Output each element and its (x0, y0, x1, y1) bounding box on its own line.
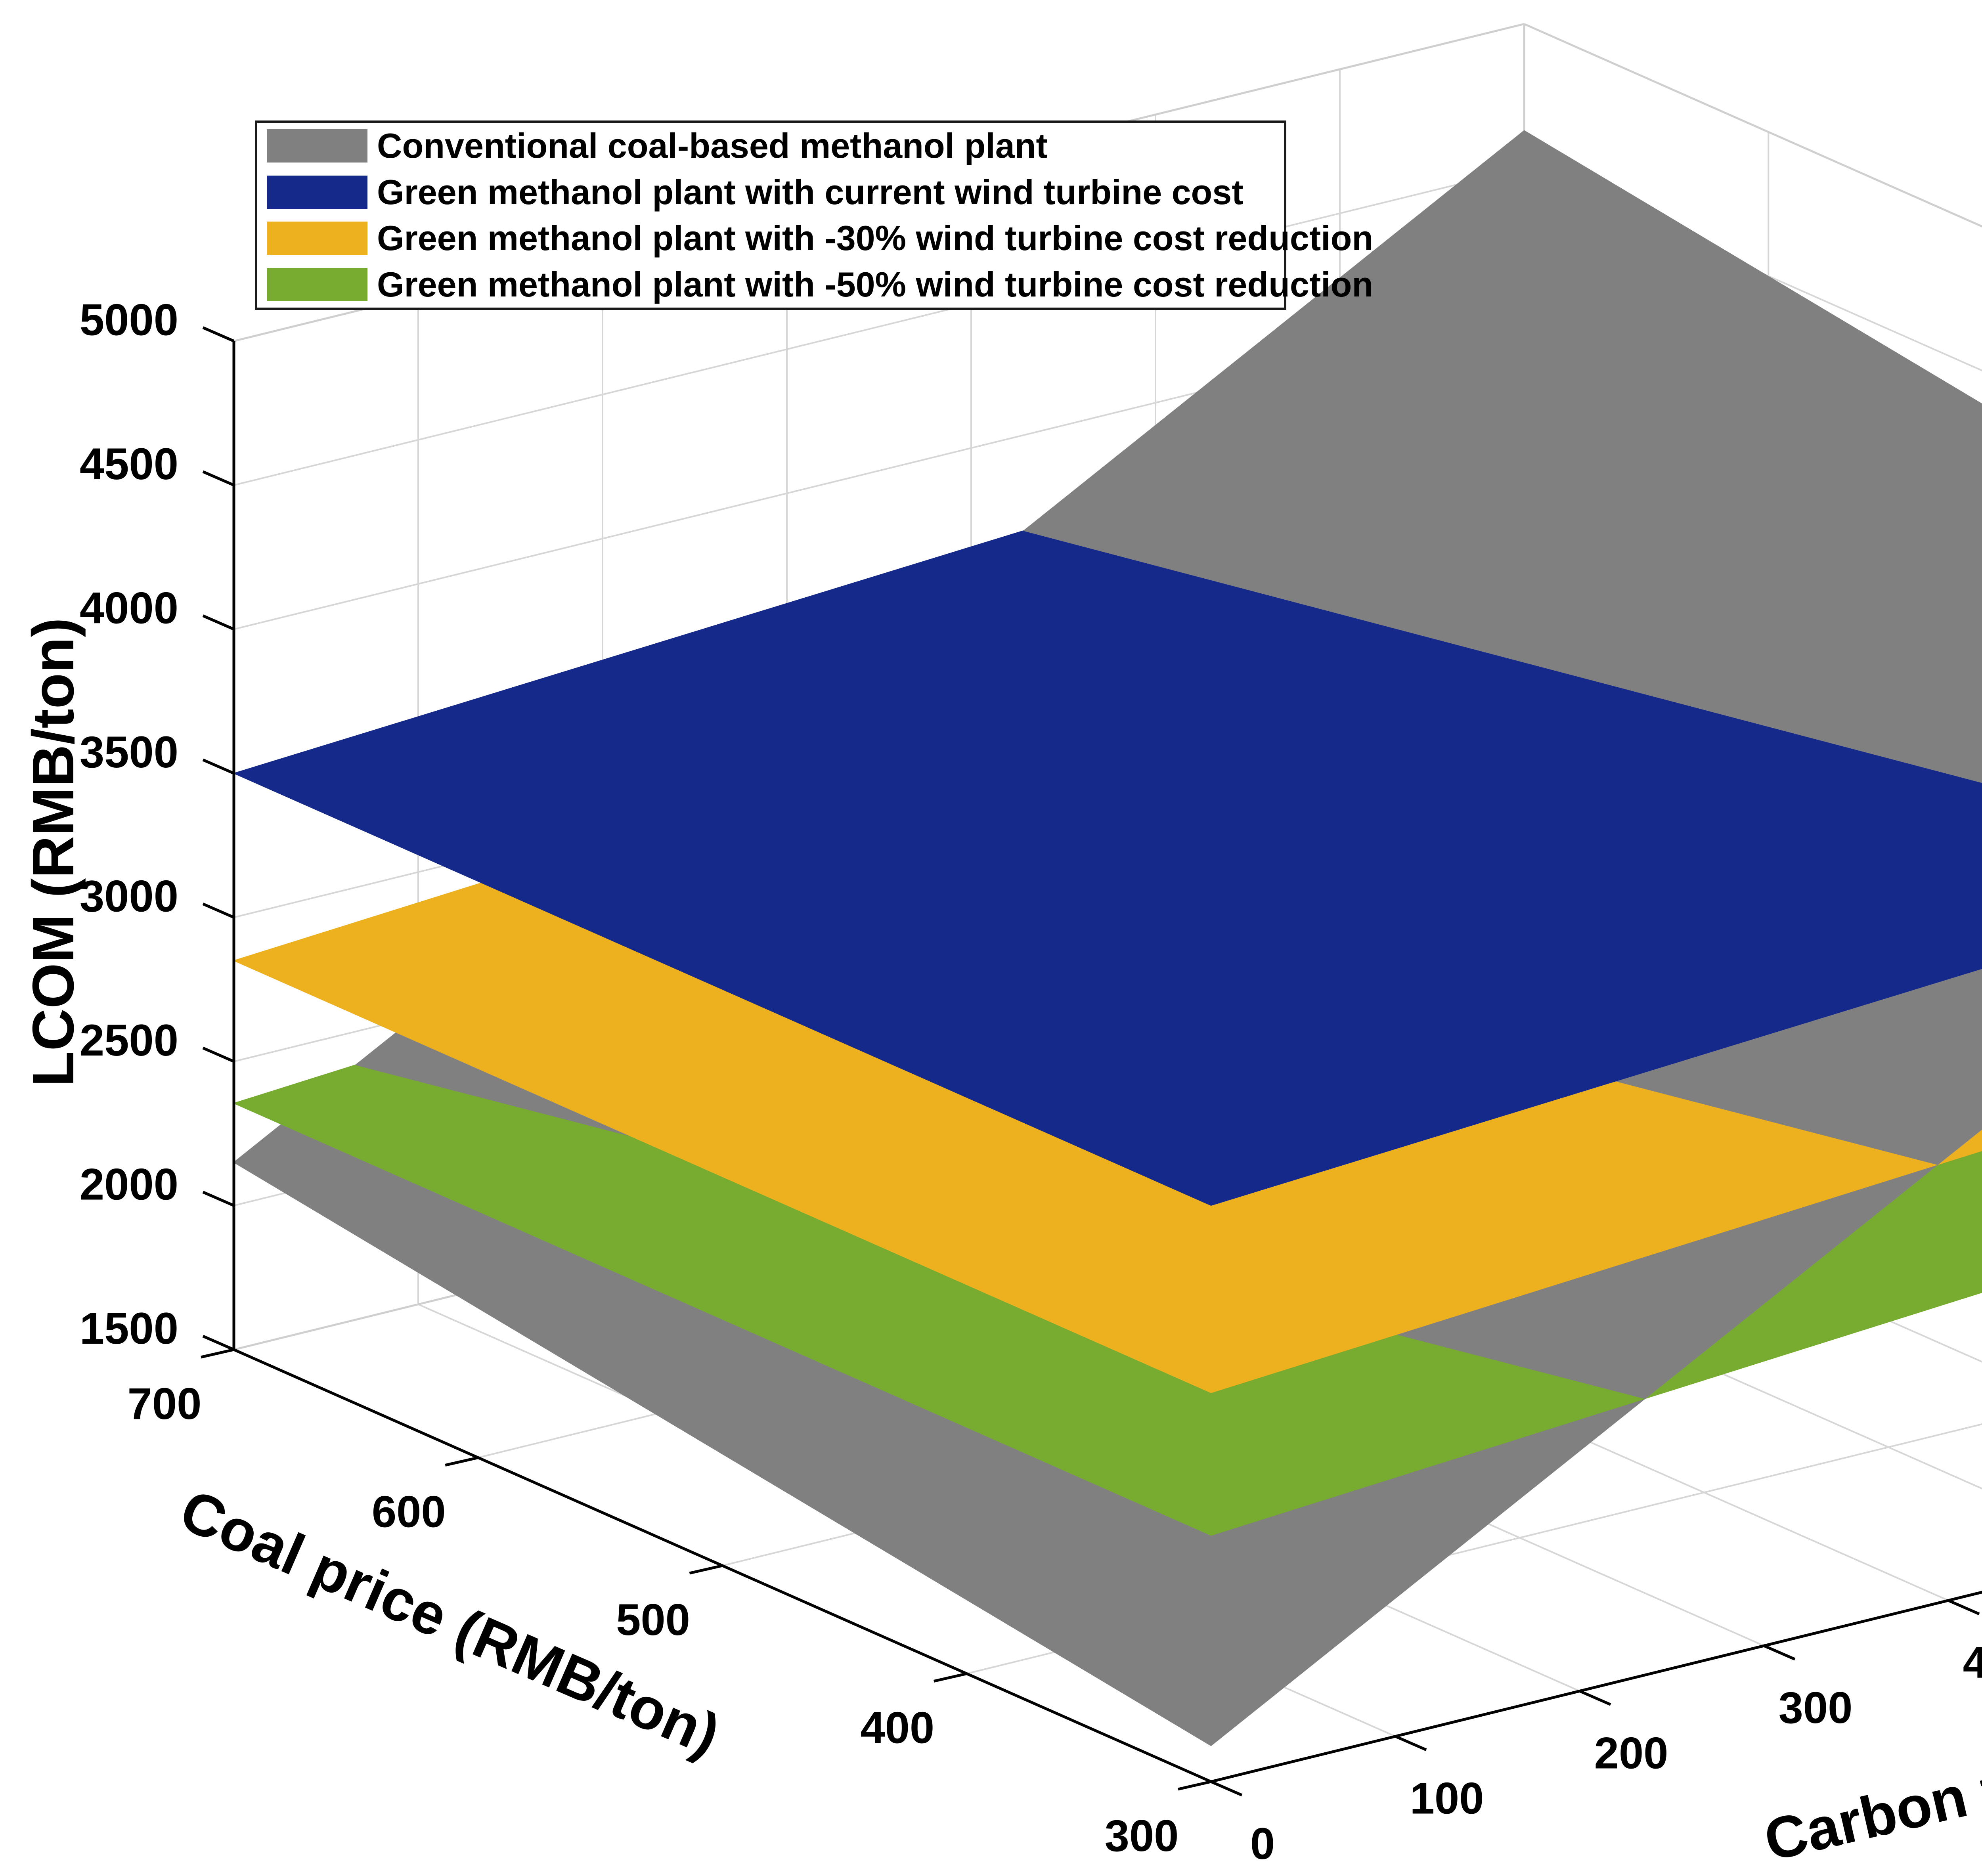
z-tick (202, 614, 235, 631)
z-tick-label: 4500 (80, 439, 178, 489)
coal-tick-label: 600 (372, 1487, 446, 1537)
z-tick (202, 1046, 235, 1063)
coal-tick (1178, 1780, 1211, 1791)
coal-tick (445, 1456, 479, 1467)
z-tick-label: 2000 (80, 1160, 178, 1209)
tax-tick (1948, 1599, 1980, 1616)
tax-tick (1210, 1780, 1243, 1797)
x-axis-title: Carbon tax (RMB/tonCO2) (1758, 1647, 1982, 1873)
legend-label: Conventional coal-based methanol plant (377, 126, 1048, 166)
legend-swatch-icon (267, 268, 367, 301)
legend-item: Green methanol plant with -50% wind turb… (257, 262, 1373, 308)
legend-swatch-icon (267, 129, 367, 163)
legend-item: Green methanol plant with current wind t… (257, 169, 1284, 216)
z-tick (202, 903, 235, 919)
tax-tick-label: 0 (1250, 1819, 1275, 1868)
coal-tick-label: 700 (128, 1379, 202, 1429)
surface-conventional-above-blue (1023, 130, 1982, 783)
tax-tick-label: 100 (1410, 1774, 1484, 1823)
coal-tick-label: 400 (860, 1703, 934, 1753)
coal-tick (689, 1564, 723, 1575)
z-tick-label: 3500 (80, 727, 178, 777)
legend-label: Green methanol plant with -50% wind turb… (377, 264, 1374, 304)
tick-labels: 1500200025003000350040004500500030040050… (80, 295, 1982, 1869)
z-tick-label: 2500 (80, 1015, 178, 1065)
legend: Conventional coal-based methanol plant Gr… (255, 120, 1373, 310)
z-tick (202, 1335, 235, 1351)
legend-item: Conventional coal-based methanol plant (257, 123, 1284, 169)
coal-tick (201, 1348, 234, 1359)
tax-tick (1763, 1644, 1796, 1661)
legend-item: Green methanol plant with -30% wind turb… (257, 215, 1373, 262)
z-tick (202, 326, 235, 342)
z-tick (202, 1191, 235, 1207)
legend-swatch-icon (267, 175, 367, 209)
surfaces (233, 130, 1982, 1746)
box-top-right-edge (1523, 23, 1982, 228)
z-gridline-left-wall (233, 167, 1525, 486)
tax-tick-label: 200 (1594, 1728, 1668, 1778)
coal-tick-label: 300 (1105, 1811, 1179, 1861)
tax-tick-label: 300 (1779, 1683, 1853, 1733)
z-tick-label: 4000 (80, 583, 178, 633)
legend-label: Green methanol plant with -30% wind turb… (377, 218, 1374, 258)
tax-tick (1579, 1690, 1611, 1706)
axes-lines-ticks (201, 326, 1982, 1797)
legend-swatch-icon (267, 222, 367, 255)
z-tick-label: 5000 (80, 295, 178, 345)
z-tick (202, 758, 235, 775)
z-tick-label: 1500 (80, 1304, 178, 1353)
coal-tick (933, 1672, 967, 1683)
tax-axis-line (1211, 1591, 1982, 1783)
legend-label: Green methanol plant with current wind t… (377, 172, 1244, 212)
tax-tick-label: 400 (1963, 1638, 1982, 1687)
z-axis-title: LCOM (RMB/ton) (21, 618, 86, 1087)
z-tick (202, 470, 235, 487)
coal-tick-label: 500 (616, 1595, 690, 1645)
z-tick-label: 3000 (80, 872, 178, 921)
tax-tick (1395, 1735, 1427, 1751)
